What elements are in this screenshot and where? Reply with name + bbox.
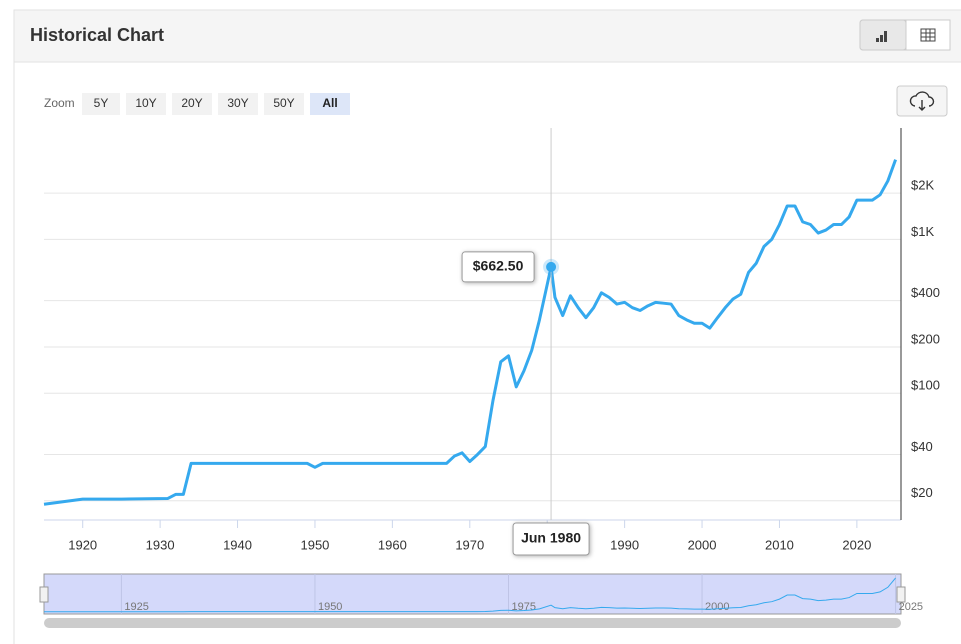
- zoom-buttons: 5Y 10Y 20Y 30Y 50Y All: [82, 93, 350, 115]
- y-tick-label: $1K: [911, 224, 934, 239]
- x-tick-label: 1990: [610, 537, 639, 552]
- zoom-button[interactable]: [172, 93, 212, 115]
- zoom-button-label: 5Y: [94, 96, 109, 110]
- navigator-handle[interactable]: [896, 586, 906, 603]
- zoom-button-label: 30Y: [227, 96, 248, 110]
- zoom-button-label: 20Y: [181, 96, 202, 110]
- zoom-button[interactable]: [82, 93, 120, 115]
- bar-icon: [876, 31, 887, 42]
- zoom-label: Zoom: [44, 96, 75, 110]
- tooltip-value: $662.50: [473, 258, 524, 274]
- x-tick-label: 2010: [765, 537, 794, 552]
- x-tick-label: 1960: [378, 537, 407, 552]
- table-view-button[interactable]: [905, 19, 951, 51]
- y-tick-label: $20: [911, 485, 933, 500]
- zoom-button[interactable]: [310, 93, 350, 115]
- table-icon: [920, 28, 936, 42]
- y-tick-label: $200: [911, 331, 940, 346]
- date-label: Jun 1980: [521, 530, 581, 546]
- tooltip-box: [461, 251, 535, 283]
- navigator: [43, 573, 902, 615]
- card: [13, 9, 961, 644]
- zoom-button-label: 50Y: [273, 96, 294, 110]
- zoom-button-label: All: [322, 96, 337, 110]
- header: [13, 9, 961, 63]
- x-tick-label: 1970: [455, 537, 484, 552]
- x-tick-label: 1920: [68, 537, 97, 552]
- title: Historical Chart: [30, 25, 164, 45]
- zoom-button[interactable]: [218, 93, 258, 115]
- y-tick-label: $400: [911, 285, 940, 300]
- navigator-label: 1950: [318, 601, 342, 613]
- x-tick-label: 2000: [688, 537, 717, 552]
- price-line: [43, 159, 897, 506]
- download-icon: [909, 91, 935, 111]
- plot: $20 $40 $100 $200 $400 $1K $2K 1920 1930 1940 1950…: [39, 128, 940, 628]
- y-tick-label: $2K: [911, 178, 934, 193]
- x-tick-label: 2020: [842, 537, 871, 552]
- navigator-line: [43, 577, 896, 613]
- navigator-handle[interactable]: [39, 586, 49, 603]
- zoom-button-label: 10Y: [135, 96, 156, 110]
- y-tick-label: $100: [911, 378, 940, 393]
- navigator-label: 2000: [705, 601, 729, 613]
- hover-point: [546, 261, 557, 272]
- x-tick-label: 1930: [146, 537, 175, 552]
- y-tick-label: $40: [911, 439, 933, 454]
- zoom-button[interactable]: [264, 93, 304, 115]
- x-tick-label: 1940: [223, 537, 252, 552]
- scrollbar[interactable]: [44, 618, 901, 628]
- date-box: [512, 522, 590, 556]
- zoom-button[interactable]: [126, 93, 166, 115]
- x-tick-label: 1950: [300, 537, 329, 552]
- navigator-label: 1925: [124, 601, 148, 613]
- navigator-label: 2025: [899, 601, 923, 613]
